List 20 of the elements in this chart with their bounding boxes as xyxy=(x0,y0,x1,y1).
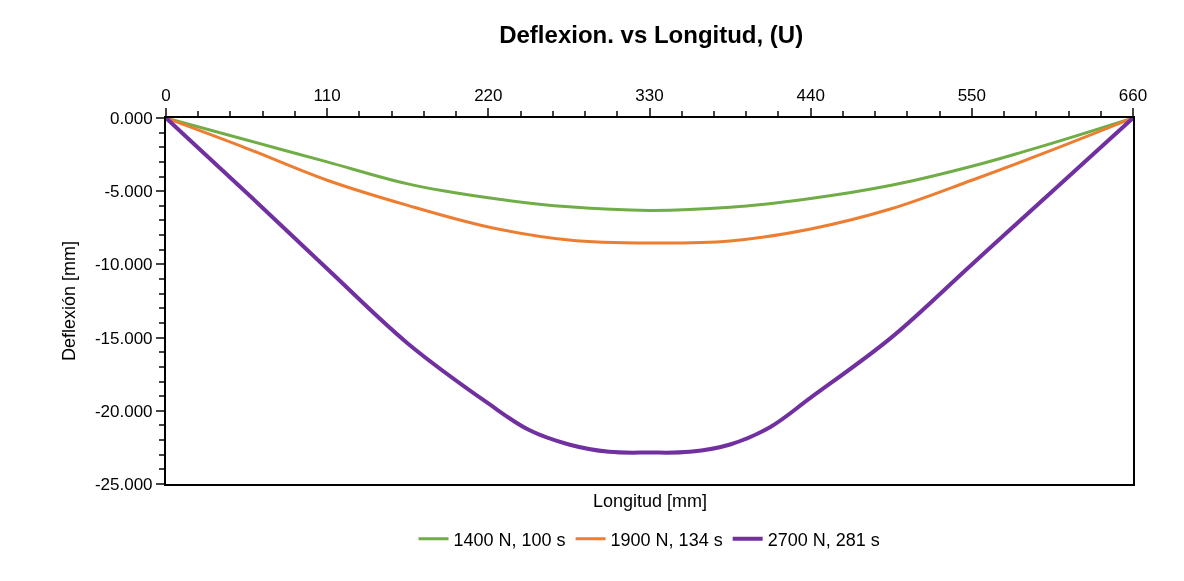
x-axis-title: Longitud [mm] xyxy=(593,491,708,511)
x-tick-label: 220 xyxy=(474,86,503,106)
y-axis-title: Deflexión [mm] xyxy=(58,240,79,362)
line-series xyxy=(166,118,1133,455)
x-tick-label: 110 xyxy=(313,86,341,106)
x-tick-label: 550 xyxy=(957,86,987,106)
x-tick-label: 440 xyxy=(796,86,825,106)
x-tick-label: 0 xyxy=(161,86,171,106)
x-tick-label: 660 xyxy=(1118,86,1148,106)
y-tick-label: -5.000 xyxy=(104,182,153,202)
y-tick-label: -20.000 xyxy=(94,401,153,421)
legend-label: 2700 N, 281 s xyxy=(767,529,880,550)
y-tick-label: -10.000 xyxy=(94,255,153,275)
y-tick-label: -25.000 xyxy=(94,474,153,494)
legend-label: 1400 N, 100 s xyxy=(453,529,566,550)
chart-title: Deflexion. vs Longitud, (U) xyxy=(499,20,804,48)
legend-label: 1900 N, 134 s xyxy=(610,529,723,550)
x-tick-label: 330 xyxy=(635,86,664,106)
y-tick-label: 0.000 xyxy=(110,108,153,128)
y-tick-label: -15.000 xyxy=(94,328,153,348)
